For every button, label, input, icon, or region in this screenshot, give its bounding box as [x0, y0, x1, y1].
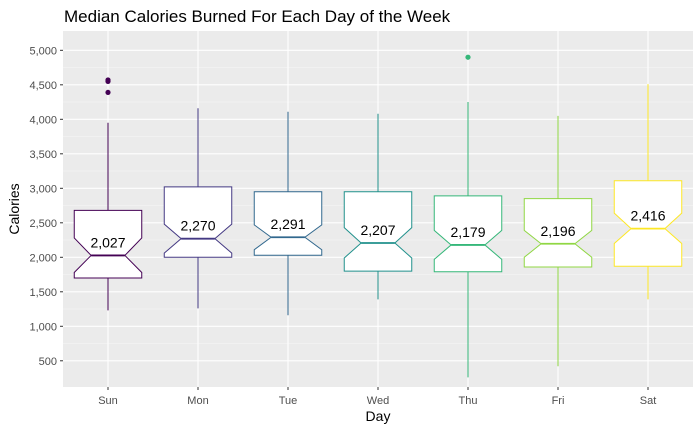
- box-body: [163, 186, 233, 258]
- y-tick-label: 3,500: [29, 149, 57, 161]
- box-body: [343, 191, 413, 272]
- y-tick-label: 500: [39, 356, 57, 368]
- median-labels: 2,027 2,270 2,291 2,207 2,179 2,196 2,416: [90, 208, 665, 251]
- y-axis-title: Calories: [6, 183, 22, 234]
- y-tick-label: 4,500: [29, 80, 57, 92]
- box-sat: [613, 84, 683, 300]
- median-label: 2,291: [270, 216, 305, 232]
- box-tue: [253, 111, 323, 316]
- chart-title: Median Calories Burned For Each Day of t…: [64, 7, 451, 26]
- y-tick-label: 1,500: [29, 287, 57, 299]
- box-mon: [163, 108, 233, 309]
- outlier-point: [105, 77, 111, 83]
- median-label: 2,196: [540, 223, 575, 239]
- box-thu: [433, 54, 503, 378]
- median-label: 2,027: [90, 234, 125, 250]
- box-wed: [343, 113, 413, 300]
- box-body: [73, 209, 143, 279]
- x-tick-label: Thu: [459, 395, 478, 407]
- outlier-point: [465, 54, 471, 60]
- y-tick-label: 5,000: [29, 45, 57, 57]
- y-tick-label: 2,000: [29, 252, 57, 264]
- median-label: 2,207: [360, 222, 395, 238]
- y-tick-label: 3,000: [29, 183, 57, 195]
- y-tick-label: 1,000: [29, 321, 57, 333]
- box-body: [253, 191, 323, 256]
- x-tick-label: Mon: [187, 395, 208, 407]
- x-axis: Sun Mon Tue Wed Thu Fri Sat: [98, 387, 656, 407]
- box-sun: [73, 77, 143, 311]
- x-tick-label: Fri: [552, 395, 565, 407]
- y-tick-label: 4,000: [29, 114, 57, 126]
- median-label: 2,416: [630, 208, 665, 224]
- median-label: 2,270: [180, 218, 215, 234]
- boxes: [73, 54, 683, 378]
- box-body: [433, 195, 503, 273]
- box-fri: [523, 115, 593, 367]
- box-body: [613, 180, 683, 267]
- x-tick-label: Sun: [98, 395, 118, 407]
- outlier-point: [105, 89, 111, 96]
- median-label: 2,179: [450, 224, 485, 240]
- y-axis: 500 1,000 1,500 2,000 2,500 3,000 3,500 4,000 4,…: [29, 45, 63, 368]
- box-body: [523, 198, 593, 268]
- x-axis-title: Day: [366, 408, 391, 424]
- y-tick-label: 2,500: [29, 218, 57, 230]
- x-tick-label: Tue: [279, 395, 298, 407]
- x-tick-label: Sat: [640, 395, 657, 407]
- x-tick-label: Wed: [367, 395, 389, 407]
